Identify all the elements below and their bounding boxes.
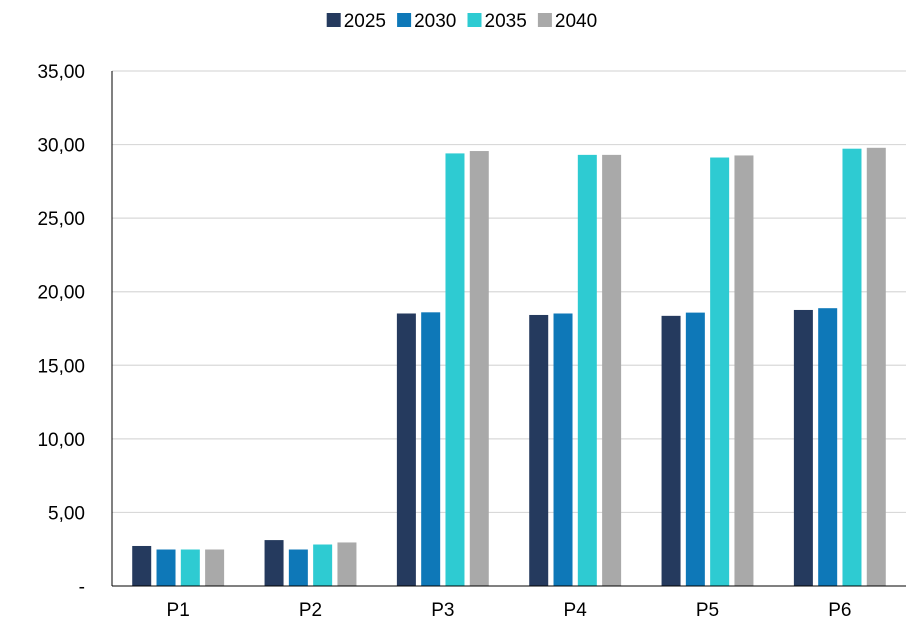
bar-2025-P1	[132, 545, 152, 586]
bar-2040-P1	[205, 549, 225, 586]
legend-label-2030: 2030	[414, 11, 456, 32]
x-tick-label: P1	[167, 600, 190, 621]
bar-2025-P6	[793, 309, 813, 586]
y-tick-label: -	[79, 577, 85, 598]
bar-2035-P6	[842, 148, 862, 587]
bar-2035-P5	[710, 157, 730, 586]
bar-2040-P2	[337, 542, 357, 586]
bar-2030-P3	[421, 312, 441, 586]
legend-swatch-2030	[397, 13, 412, 27]
y-tick-label: 20,00	[37, 283, 85, 304]
y-tick-label: 10,00	[37, 430, 85, 451]
bar-2030-P1	[156, 549, 176, 586]
gridlines	[112, 70, 906, 514]
legend-swatch-2040	[537, 13, 552, 27]
y-tick-label: 15,00	[37, 356, 85, 377]
bar-2025-P4	[529, 314, 549, 586]
x-tick-label: P5	[696, 600, 719, 621]
bar-2040-P5	[734, 155, 754, 586]
legend: 2025 2030 2035 2040	[326, 11, 597, 32]
bar-2040-P6	[866, 147, 886, 586]
bar-2035-P4	[577, 154, 597, 586]
y-tick-label: 25,00	[37, 209, 85, 230]
y-tick-label: 5,00	[48, 503, 85, 524]
bar-2025-P2	[264, 540, 284, 586]
bar-2040-P4	[602, 154, 622, 586]
x-axis: P1 P2 P3 P4 P5 P6	[112, 585, 906, 621]
legend-swatch-2025	[326, 13, 341, 27]
x-tick-label: P3	[431, 600, 454, 621]
bar-2030-P2	[288, 549, 308, 586]
bar-2030-P6	[818, 308, 838, 586]
bar-2035-P2	[313, 544, 333, 586]
bar-2025-P3	[396, 313, 416, 586]
bar-2040-P3	[469, 151, 489, 586]
x-tick-label: P2	[299, 600, 322, 621]
bar-2025-P5	[661, 315, 681, 586]
x-tick-label: P6	[828, 600, 851, 621]
bar-2030-P4	[553, 313, 573, 586]
bars	[132, 147, 886, 587]
y-axis: - 5,00 10,00 15,00 20,00 25,00 30,00 35,00	[37, 62, 113, 598]
bar-2035-P1	[180, 549, 200, 586]
legend-label-2040: 2040	[555, 11, 597, 32]
legend-label-2025: 2025	[344, 11, 386, 32]
bar-2035-P3	[445, 153, 465, 586]
y-tick-label: 30,00	[37, 136, 85, 157]
legend-swatch-2035	[467, 13, 482, 27]
y-tick-label: 35,00	[37, 62, 85, 83]
x-tick-label: P4	[564, 600, 588, 621]
legend-label-2035: 2035	[485, 11, 527, 32]
bar-2030-P5	[685, 312, 705, 586]
